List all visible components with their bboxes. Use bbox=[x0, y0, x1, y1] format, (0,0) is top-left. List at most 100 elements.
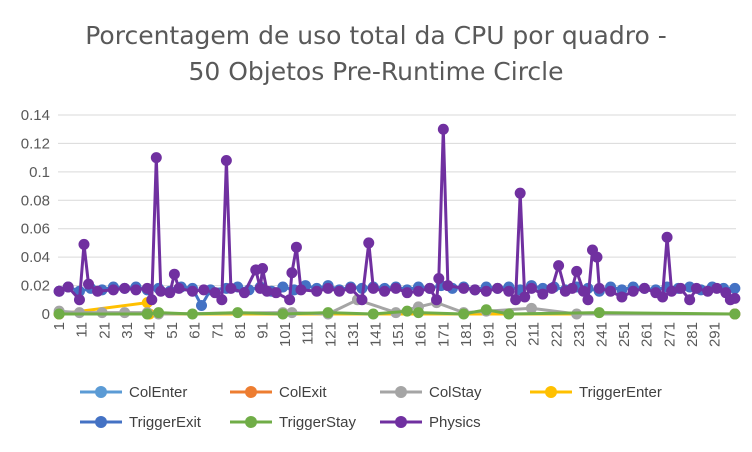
legend-marker-colstay bbox=[395, 386, 407, 398]
x-tick-label: 21 bbox=[96, 322, 113, 339]
data-point-triggerstay bbox=[232, 307, 244, 319]
y-tick-label: 0.02 bbox=[21, 278, 50, 295]
data-point-physics bbox=[684, 294, 696, 306]
data-point-physics bbox=[220, 154, 232, 166]
x-tick-label: 251 bbox=[616, 322, 633, 347]
legend-label-triggerstay: TriggerStay bbox=[279, 414, 356, 431]
data-point-physics bbox=[356, 294, 368, 306]
data-point-physics bbox=[261, 285, 273, 297]
data-point-physics bbox=[627, 285, 639, 297]
data-point-physics bbox=[593, 282, 605, 294]
data-point-physics bbox=[322, 282, 334, 294]
data-point-triggerstay bbox=[503, 308, 515, 320]
data-point-physics bbox=[711, 282, 723, 294]
data-point-physics bbox=[657, 291, 669, 303]
data-point-physics bbox=[363, 237, 375, 249]
y-tick-label: 0.08 bbox=[21, 192, 50, 209]
data-point-physics bbox=[119, 282, 131, 294]
data-point-triggerexit bbox=[196, 299, 208, 311]
data-point-physics bbox=[284, 294, 296, 306]
data-point-physics bbox=[729, 292, 741, 304]
x-tick-label: 51 bbox=[164, 322, 181, 339]
x-tick-label: 91 bbox=[255, 322, 272, 339]
data-point-physics bbox=[295, 284, 307, 296]
x-tick-label: 271 bbox=[661, 322, 678, 347]
legend-label-colenter: ColEnter bbox=[129, 384, 187, 401]
data-point-physics bbox=[582, 294, 594, 306]
data-point-physics bbox=[401, 287, 413, 299]
data-point-physics bbox=[458, 282, 470, 294]
x-tick-label: 11 bbox=[74, 322, 91, 338]
data-point-physics bbox=[690, 282, 702, 294]
data-point-physics bbox=[198, 284, 210, 296]
data-point-physics bbox=[73, 294, 85, 306]
x-tick-label: 61 bbox=[187, 322, 204, 339]
data-point-triggerstay bbox=[186, 308, 198, 320]
y-tick-label: 0.04 bbox=[21, 249, 50, 266]
data-point-physics bbox=[238, 287, 250, 299]
x-tick-label: 151 bbox=[390, 322, 407, 347]
x-tick-label: 261 bbox=[639, 322, 656, 347]
data-point-physics bbox=[546, 282, 558, 294]
data-point-physics bbox=[390, 282, 402, 294]
data-point-triggerstay bbox=[141, 308, 153, 320]
data-point-physics bbox=[290, 241, 302, 253]
data-point-physics bbox=[412, 285, 424, 297]
y-tick-label: 0.14 bbox=[21, 107, 50, 124]
legend-label-physics: Physics bbox=[429, 414, 481, 431]
legend-marker-triggerenter bbox=[545, 386, 557, 398]
legend-label-colstay: ColStay bbox=[429, 384, 482, 401]
data-point-physics bbox=[591, 251, 603, 263]
data-point-physics bbox=[661, 231, 673, 243]
x-tick-label: 191 bbox=[481, 322, 498, 347]
data-point-physics bbox=[286, 267, 298, 279]
y-tick-label: 0.12 bbox=[21, 135, 50, 152]
data-point-physics bbox=[492, 282, 504, 294]
legend-marker-triggerstay bbox=[245, 416, 257, 428]
x-tick-label: 121 bbox=[322, 322, 339, 347]
y-tick-label: 0.06 bbox=[21, 221, 50, 238]
data-point-triggerstay bbox=[277, 308, 289, 320]
data-point-physics bbox=[566, 282, 578, 294]
data-point-physics bbox=[311, 285, 323, 297]
data-point-physics bbox=[379, 285, 391, 297]
data-point-physics bbox=[107, 284, 119, 296]
x-tick-label: 281 bbox=[684, 322, 701, 347]
data-point-physics bbox=[209, 287, 221, 299]
legend-label-triggerenter: TriggerEnter bbox=[579, 384, 662, 401]
data-point-physics bbox=[469, 284, 481, 296]
y-tick-label: 0.1 bbox=[29, 164, 50, 181]
x-tick-label: 71 bbox=[209, 322, 226, 339]
data-point-physics bbox=[62, 281, 74, 293]
legend-marker-triggerexit bbox=[95, 416, 107, 428]
data-point-physics bbox=[442, 280, 454, 292]
data-point-physics bbox=[345, 282, 357, 294]
x-tick-label: 161 bbox=[413, 322, 430, 347]
legend-marker-physics bbox=[395, 416, 407, 428]
data-point-physics bbox=[53, 285, 65, 297]
chart-title: Porcentagem de uso total da CPU por quad… bbox=[0, 18, 752, 90]
data-point-triggerstay bbox=[367, 308, 379, 320]
data-point-physics bbox=[702, 285, 714, 297]
legend-marker-colenter bbox=[95, 386, 107, 398]
data-point-triggerstay bbox=[593, 307, 605, 319]
data-point-physics bbox=[616, 291, 628, 303]
x-tick-label: 111 bbox=[300, 322, 317, 345]
data-point-triggerstay bbox=[153, 307, 165, 319]
data-point-physics bbox=[92, 285, 104, 297]
x-tick-label: 141 bbox=[368, 322, 385, 347]
data-point-triggerstay bbox=[53, 308, 65, 320]
data-point-triggerstay bbox=[412, 307, 424, 319]
chart-title-line-1: Porcentagem de uso total da CPU por quad… bbox=[85, 21, 667, 50]
data-point-physics bbox=[130, 284, 142, 296]
data-point-triggerstay bbox=[729, 308, 741, 320]
x-tick-label: 201 bbox=[503, 322, 520, 347]
x-tick-label: 241 bbox=[594, 322, 611, 347]
data-point-physics bbox=[141, 282, 153, 294]
data-point-physics bbox=[164, 287, 176, 299]
data-point-physics bbox=[553, 260, 565, 272]
data-point-physics bbox=[480, 285, 492, 297]
data-point-physics bbox=[186, 285, 198, 297]
data-point-colstay bbox=[525, 302, 537, 314]
